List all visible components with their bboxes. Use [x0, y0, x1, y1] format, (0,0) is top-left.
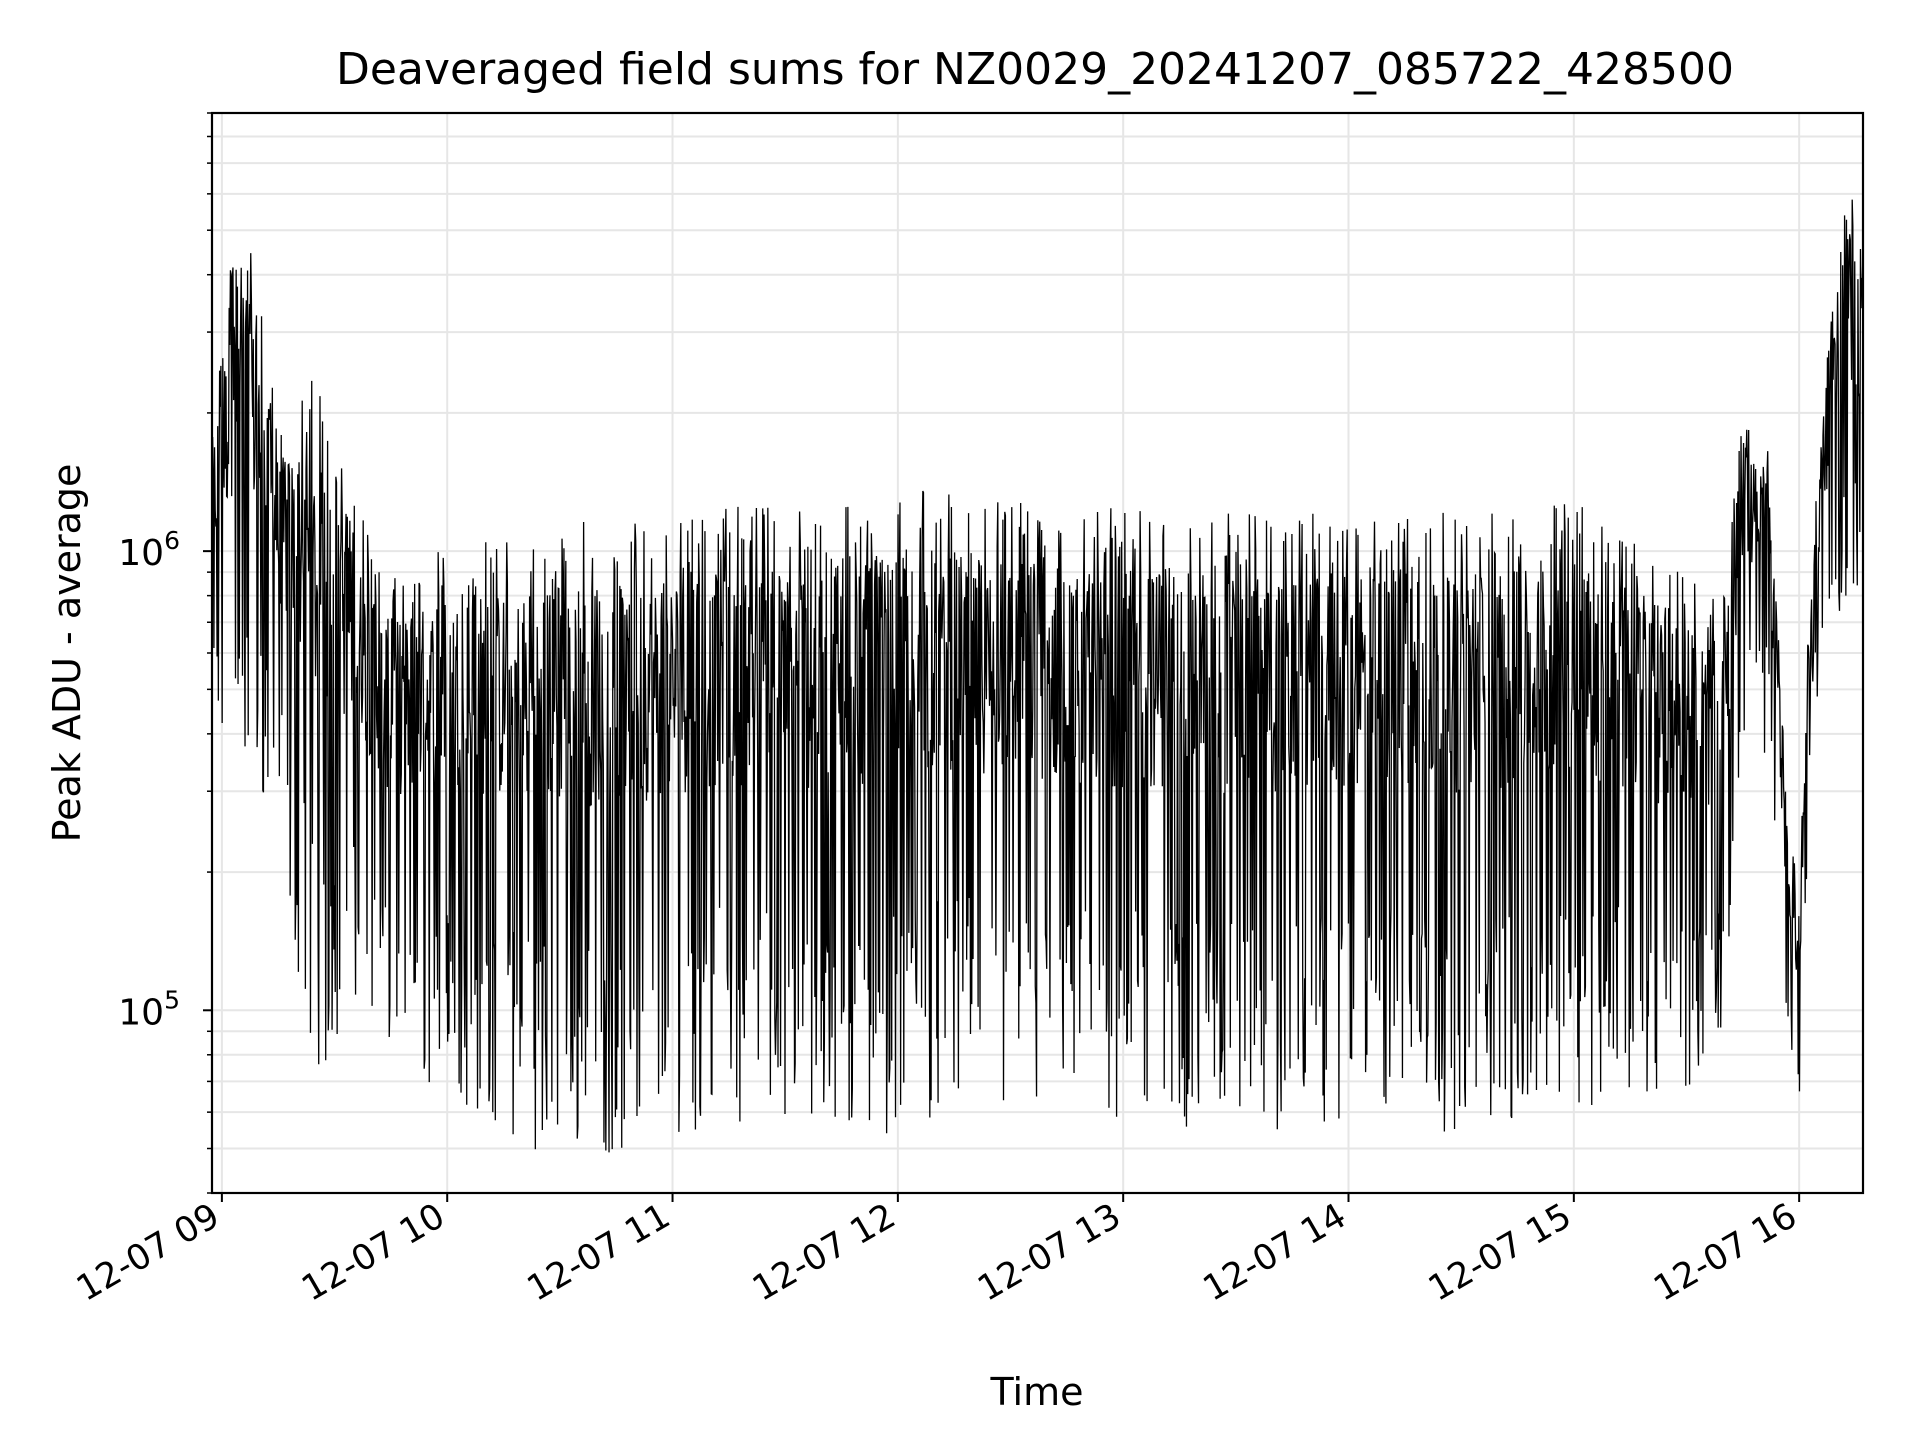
y-tick-base: 10 — [118, 533, 164, 574]
y-tick-exponent: 6 — [164, 526, 180, 555]
y-tick-label: 106 — [118, 526, 180, 574]
series-line — [212, 199, 1863, 1153]
y-tick-base: 10 — [118, 992, 164, 1033]
y-tick-label: 105 — [118, 985, 180, 1033]
plot-area — [212, 199, 1863, 1153]
y-tick-exponent: 5 — [164, 985, 180, 1014]
chart-title: Deaveraged field sums for NZ0029_2024120… — [336, 44, 1734, 95]
y-axis-label: Peak ADU - average — [45, 464, 89, 843]
x-axis-label: Time — [990, 1370, 1084, 1414]
